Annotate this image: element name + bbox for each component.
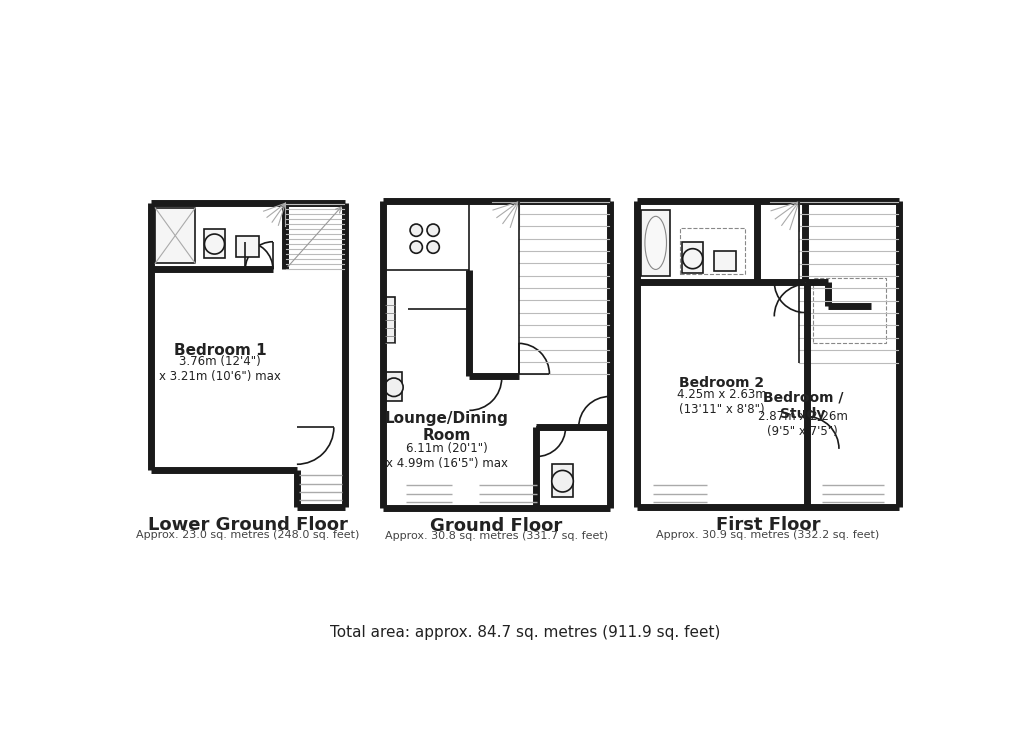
- Text: 4.25m x 2.63m
(13'11" x 8'8"): 4.25m x 2.63m (13'11" x 8'8"): [677, 388, 767, 416]
- Text: Lower Ground Floor: Lower Ground Floor: [148, 516, 348, 534]
- Bar: [204, 228, 225, 258]
- Circle shape: [205, 234, 224, 254]
- Text: 2.87m x 2.26m
(9'5" x 7'5"): 2.87m x 2.26m (9'5" x 7'5"): [758, 411, 848, 438]
- Bar: [813, 278, 886, 344]
- Circle shape: [427, 224, 439, 237]
- Bar: [714, 251, 736, 271]
- Bar: [156, 208, 196, 263]
- Text: Bedroom 1: Bedroom 1: [174, 343, 266, 358]
- Circle shape: [410, 241, 422, 253]
- Bar: [237, 236, 259, 257]
- Text: Ground Floor: Ground Floor: [430, 517, 562, 536]
- Bar: [552, 464, 573, 496]
- Text: 3.76m (12'4")
x 3.21m (10'6") max: 3.76m (12'4") x 3.21m (10'6") max: [160, 355, 282, 383]
- Text: Total area: approx. 84.7 sq. metres (911.9 sq. feet): Total area: approx. 84.7 sq. metres (911…: [330, 626, 720, 641]
- Bar: [385, 297, 395, 344]
- Circle shape: [552, 470, 573, 492]
- Text: Bedroom /
Study: Bedroom / Study: [763, 391, 843, 421]
- Bar: [385, 372, 402, 401]
- Bar: [680, 228, 745, 274]
- Text: 6.11m (20'1")
x 4.99m (16'5") max: 6.11m (20'1") x 4.99m (16'5") max: [386, 442, 508, 470]
- Text: Approx. 23.0 sq. metres (248.0 sq. feet): Approx. 23.0 sq. metres (248.0 sq. feet): [136, 530, 359, 539]
- Bar: [641, 210, 671, 275]
- Text: Approx. 30.8 sq. metres (331.7 sq. feet): Approx. 30.8 sq. metres (331.7 sq. feet): [385, 531, 608, 542]
- Circle shape: [410, 224, 422, 237]
- Ellipse shape: [645, 217, 667, 269]
- Text: First Floor: First Floor: [716, 516, 820, 534]
- Circle shape: [427, 241, 439, 253]
- Text: Bedroom 2: Bedroom 2: [679, 376, 765, 391]
- Circle shape: [683, 248, 702, 269]
- Text: Lounge/Dining
Room: Lounge/Dining Room: [385, 411, 509, 443]
- Bar: [682, 242, 703, 272]
- Text: Approx. 30.9 sq. metres (332.2 sq. feet): Approx. 30.9 sq. metres (332.2 sq. feet): [656, 530, 880, 539]
- Circle shape: [385, 378, 403, 397]
